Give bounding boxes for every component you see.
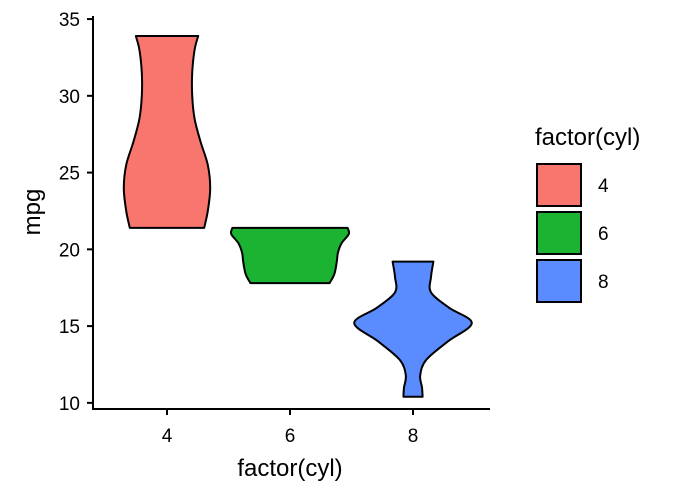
y-tick-label: 15 xyxy=(59,317,80,338)
legend: factor(cyl) 4 6 8 xyxy=(535,124,640,303)
y-tick-label: 20 xyxy=(59,240,80,261)
legend-swatch-6 xyxy=(536,211,582,255)
x-tick-label: 6 xyxy=(285,426,296,447)
y-tick-label: 25 xyxy=(59,164,80,185)
x-ticks: 4 6 8 xyxy=(162,409,419,447)
legend-label: 8 xyxy=(598,272,609,293)
legend-title: factor(cyl) xyxy=(535,124,640,151)
violin-8 xyxy=(353,260,473,398)
legend-label: 6 xyxy=(598,224,609,245)
x-tick-label: 4 xyxy=(162,426,173,447)
y-tick-label: 30 xyxy=(59,87,80,108)
x-axis-title: factor(cyl) xyxy=(237,455,342,482)
y-ticks: 10 15 20 25 30 35 xyxy=(59,10,93,415)
violins xyxy=(122,34,473,398)
y-tick-label: 35 xyxy=(59,10,80,31)
violin-4 xyxy=(122,34,212,229)
violin-6 xyxy=(229,226,351,285)
axes: 10 15 20 25 30 35 4 6 8 xyxy=(59,10,490,447)
x-tick-label: 8 xyxy=(408,426,419,447)
legend-items: 4 6 8 xyxy=(536,163,609,303)
legend-swatch-8 xyxy=(536,259,582,303)
legend-swatch-4 xyxy=(536,163,582,207)
legend-label: 4 xyxy=(598,176,609,197)
y-axis-title: mpg xyxy=(19,189,46,236)
y-tick-label: 10 xyxy=(59,394,80,415)
